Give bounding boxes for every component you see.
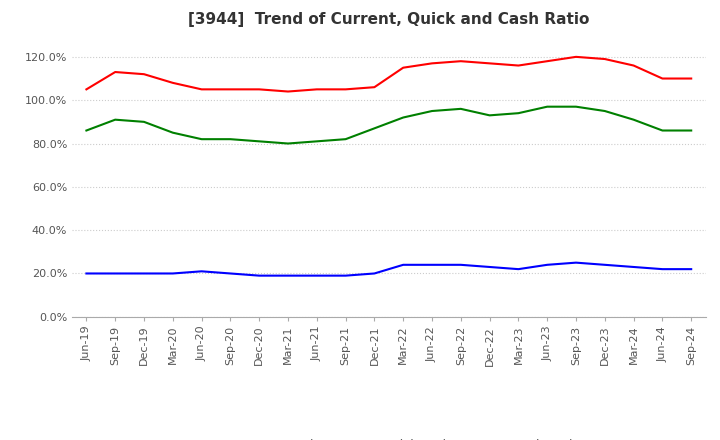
Current Ratio: [514, 63, 523, 68]
Current Ratio: [111, 70, 120, 75]
Quick Ratio: [600, 108, 609, 114]
Cash Ratio: [284, 273, 292, 278]
Quick Ratio: [370, 126, 379, 131]
Legend: Current Ratio, Quick Ratio, Cash Ratio: Current Ratio, Quick Ratio, Cash Ratio: [192, 434, 585, 440]
Cash Ratio: [197, 269, 206, 274]
Cash Ratio: [341, 273, 350, 278]
Quick Ratio: [687, 128, 696, 133]
Quick Ratio: [543, 104, 552, 109]
Current Ratio: [456, 59, 465, 64]
Title: [3944]  Trend of Current, Quick and Cash Ratio: [3944] Trend of Current, Quick and Cash …: [188, 12, 590, 27]
Current Ratio: [140, 72, 148, 77]
Line: Current Ratio: Current Ratio: [86, 57, 691, 92]
Current Ratio: [543, 59, 552, 64]
Cash Ratio: [629, 264, 638, 270]
Quick Ratio: [111, 117, 120, 122]
Quick Ratio: [284, 141, 292, 146]
Current Ratio: [572, 54, 580, 59]
Cash Ratio: [312, 273, 321, 278]
Line: Quick Ratio: Quick Ratio: [86, 106, 691, 143]
Current Ratio: [600, 56, 609, 62]
Current Ratio: [428, 61, 436, 66]
Current Ratio: [284, 89, 292, 94]
Quick Ratio: [226, 136, 235, 142]
Quick Ratio: [168, 130, 177, 136]
Current Ratio: [687, 76, 696, 81]
Line: Cash Ratio: Cash Ratio: [86, 263, 691, 275]
Quick Ratio: [514, 110, 523, 116]
Cash Ratio: [168, 271, 177, 276]
Current Ratio: [370, 84, 379, 90]
Cash Ratio: [543, 262, 552, 268]
Quick Ratio: [485, 113, 494, 118]
Cash Ratio: [111, 271, 120, 276]
Cash Ratio: [572, 260, 580, 265]
Quick Ratio: [341, 136, 350, 142]
Quick Ratio: [255, 139, 264, 144]
Cash Ratio: [456, 262, 465, 268]
Current Ratio: [399, 65, 408, 70]
Quick Ratio: [456, 106, 465, 111]
Cash Ratio: [82, 271, 91, 276]
Current Ratio: [82, 87, 91, 92]
Cash Ratio: [687, 267, 696, 272]
Cash Ratio: [370, 271, 379, 276]
Quick Ratio: [629, 117, 638, 122]
Cash Ratio: [226, 271, 235, 276]
Current Ratio: [341, 87, 350, 92]
Quick Ratio: [312, 139, 321, 144]
Current Ratio: [197, 87, 206, 92]
Quick Ratio: [197, 136, 206, 142]
Cash Ratio: [399, 262, 408, 268]
Cash Ratio: [255, 273, 264, 278]
Current Ratio: [168, 80, 177, 85]
Quick Ratio: [140, 119, 148, 125]
Quick Ratio: [658, 128, 667, 133]
Cash Ratio: [658, 267, 667, 272]
Cash Ratio: [428, 262, 436, 268]
Cash Ratio: [600, 262, 609, 268]
Cash Ratio: [140, 271, 148, 276]
Current Ratio: [255, 87, 264, 92]
Cash Ratio: [514, 267, 523, 272]
Quick Ratio: [399, 115, 408, 120]
Current Ratio: [485, 61, 494, 66]
Current Ratio: [312, 87, 321, 92]
Quick Ratio: [572, 104, 580, 109]
Current Ratio: [658, 76, 667, 81]
Cash Ratio: [485, 264, 494, 270]
Current Ratio: [629, 63, 638, 68]
Current Ratio: [226, 87, 235, 92]
Quick Ratio: [428, 108, 436, 114]
Quick Ratio: [82, 128, 91, 133]
